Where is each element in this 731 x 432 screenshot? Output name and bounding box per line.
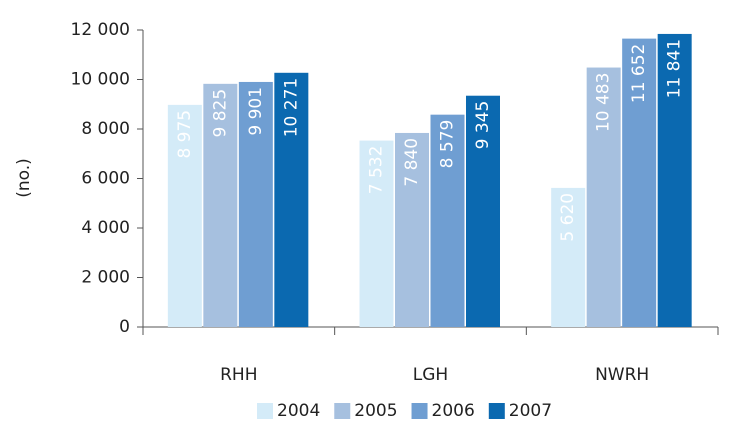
value-label: 7 840: [402, 138, 422, 187]
legend-swatch: [488, 403, 505, 419]
value-label: 8 579: [438, 120, 458, 169]
bar: [657, 33, 692, 328]
value-label: 9 345: [473, 101, 493, 150]
bar: [203, 83, 238, 327]
y-tick-label: 2 000: [81, 268, 130, 288]
y-tick-label: 10 000: [71, 70, 130, 90]
legend-label: 2004: [277, 401, 320, 421]
y-tick-label: 8 000: [81, 119, 130, 139]
value-label: 9 825: [210, 89, 230, 138]
bar: [238, 81, 273, 327]
value-label: 8 975: [175, 110, 195, 159]
y-tick-label: 4 000: [81, 218, 130, 238]
legend-swatch: [334, 403, 351, 419]
y-axis-label: (no.): [14, 158, 34, 198]
bar: [395, 132, 429, 327]
value-label: 5 620: [558, 193, 578, 242]
x-tick-label: NWRH: [595, 365, 649, 385]
legend-label: 2005: [354, 401, 397, 421]
legend-swatch: [257, 403, 273, 419]
value-label: 7 532: [367, 146, 387, 195]
y-tick-label: 0: [119, 317, 130, 337]
bar: [622, 38, 657, 327]
x-tick-label: RHH: [220, 365, 257, 385]
bar: [359, 140, 394, 327]
bar: [167, 104, 202, 328]
y-tick-label: 12 000: [71, 20, 130, 40]
x-tick-label: LGH: [413, 365, 448, 385]
bar: [466, 95, 500, 328]
bar: [586, 67, 621, 328]
legend-label: 2006: [432, 401, 475, 421]
y-tick-label: 6 000: [81, 169, 130, 189]
value-label: 11 841: [665, 39, 685, 98]
value-label: 10 483: [594, 73, 614, 132]
legend-swatch: [411, 403, 428, 419]
bar: [551, 187, 586, 327]
value-label: 11 652: [629, 44, 649, 103]
value-label: 10 271: [281, 78, 301, 137]
value-label: 9 901: [246, 87, 266, 136]
bar: [430, 114, 465, 328]
legend-label: 2007: [509, 401, 552, 421]
bar: [274, 72, 309, 327]
